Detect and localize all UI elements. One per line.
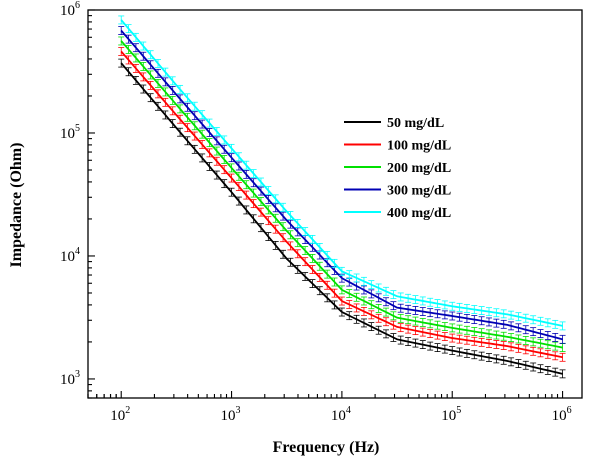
y-tick-exponent: 5: [75, 123, 80, 134]
x-tick-label: 105: [441, 405, 461, 424]
y-tick-exponent: 4: [75, 246, 80, 257]
x-tick-base: 10: [441, 408, 456, 424]
x-tick-base: 10: [110, 408, 125, 424]
x-tick-base: 10: [552, 408, 567, 424]
series-300-mg-dl: [118, 26, 566, 344]
legend: 50 mg/dL 100 mg/dL 200 mg/dL 300 mg/dL 400 m…: [344, 116, 451, 221]
legend-label: 50 mg/dL: [387, 116, 444, 131]
y-tick-exponent: 3: [75, 369, 80, 380]
x-tick-label: 102: [110, 405, 130, 424]
y-tick-base: 10: [60, 249, 75, 265]
y-tick-base: 10: [60, 372, 75, 388]
series-100-mg-dl: [118, 47, 566, 362]
y-tick-base: 10: [60, 126, 75, 142]
x-tick-base: 10: [331, 408, 346, 424]
x-tick-base: 10: [221, 408, 236, 424]
y-tick-exponent: 6: [75, 0, 80, 11]
legend-label: 200 mg/dL: [387, 161, 451, 176]
x-tick-label: 103: [221, 405, 241, 424]
x-axis-title: Frequency (Hz): [273, 439, 380, 456]
series-400-mg-dl: [118, 15, 566, 331]
y-tick-label: 104: [60, 246, 80, 265]
legend-label: 400 mg/dL: [387, 206, 451, 221]
x-tick-exponent: 3: [236, 405, 241, 416]
series-50-mg-dl: [118, 58, 566, 379]
x-tick-label: 106: [552, 405, 572, 424]
x-tick-exponent: 2: [125, 405, 130, 416]
y-tick-label: 105: [60, 123, 80, 142]
y-tick-label: 106: [60, 0, 80, 19]
y-tick-label: 103: [60, 369, 80, 388]
x-tick-exponent: 6: [567, 405, 572, 416]
plot-layer: [118, 15, 566, 379]
legend-label: 100 mg/dL: [387, 139, 451, 154]
y-tick-base: 10: [60, 3, 75, 19]
x-tick-exponent: 5: [456, 405, 461, 416]
x-tick-label: 104: [331, 405, 351, 424]
plot-frame: [87, 9, 583, 399]
y-axis-title: Impedance (Ohm): [8, 143, 25, 268]
x-tick-exponent: 4: [346, 405, 351, 416]
series-200-mg-dl: [118, 36, 566, 352]
legend-label: 300 mg/dL: [387, 184, 451, 199]
